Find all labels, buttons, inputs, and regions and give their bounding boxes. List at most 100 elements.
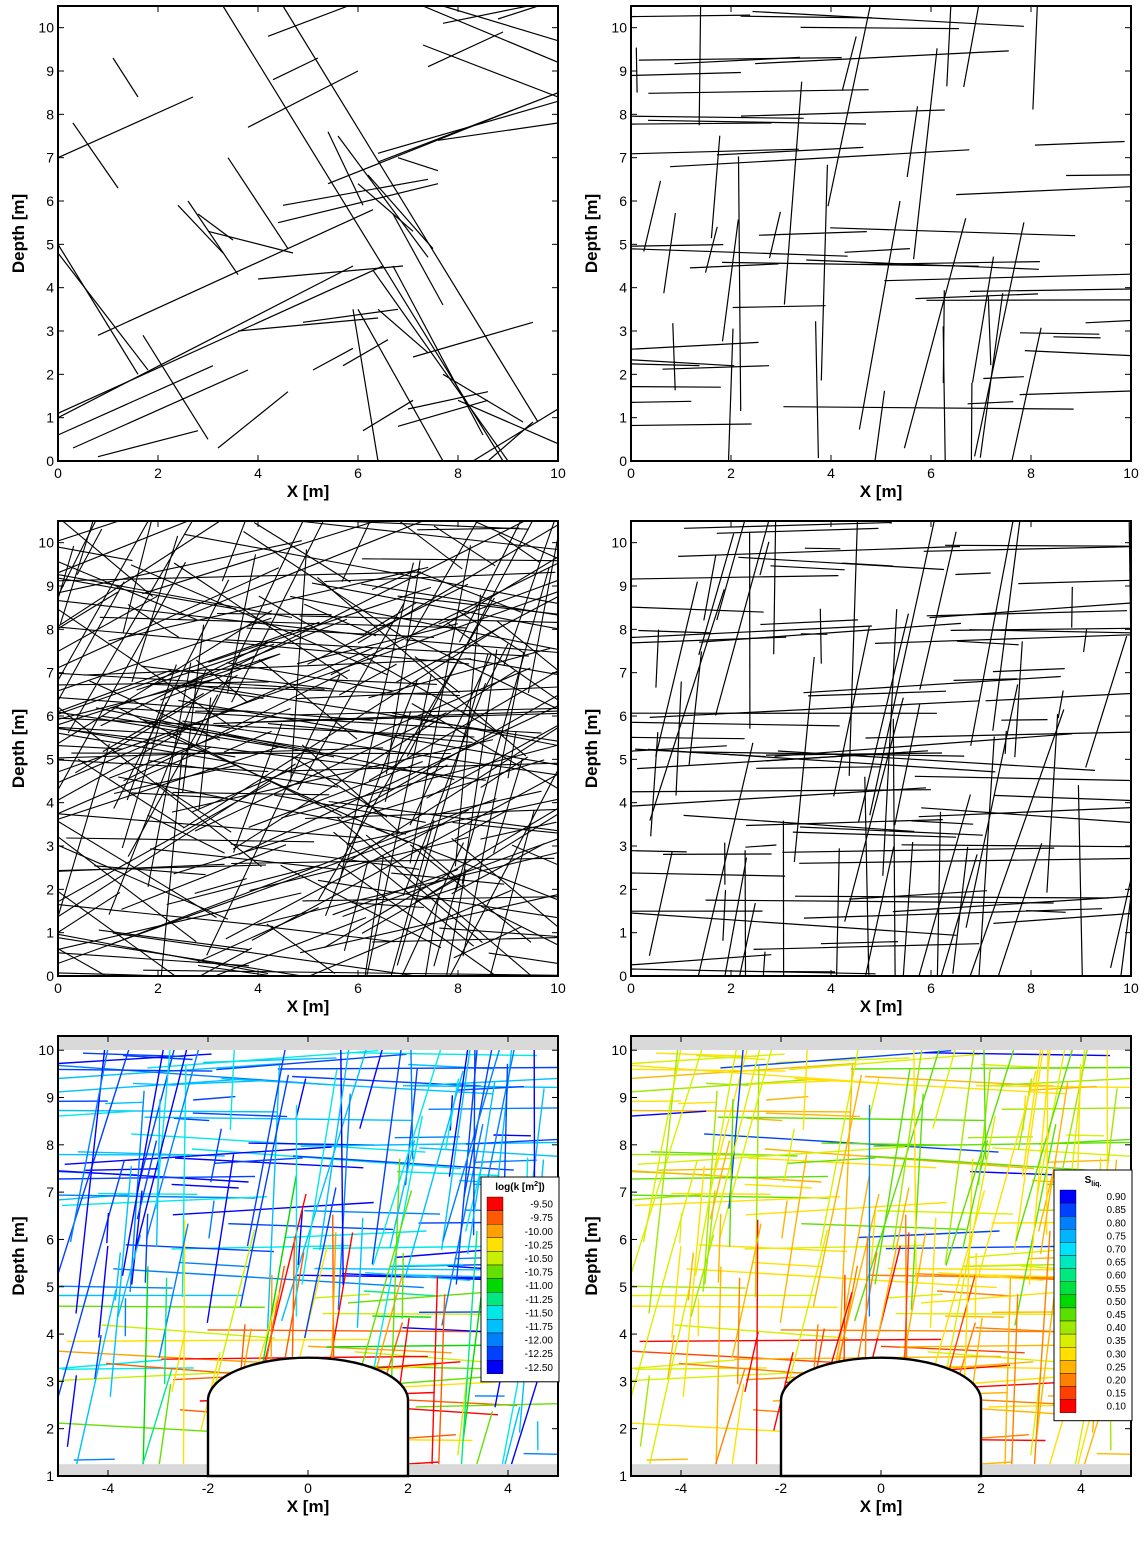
fracture-segment <box>58 1286 173 1288</box>
y-tick-label: 9 <box>619 1090 627 1106</box>
legend-swatch <box>1060 1242 1076 1255</box>
fracture-segment <box>875 635 1131 644</box>
fracture-segment <box>216 1230 255 1383</box>
fracture-segment <box>803 1048 807 1130</box>
y-tick-label: 1 <box>619 925 627 941</box>
fracture-segment <box>795 896 1109 898</box>
fracture-segment <box>98 1194 197 1195</box>
x-tick-label: 2 <box>404 1480 412 1496</box>
fracture-segment <box>434 791 542 815</box>
fracture-segment <box>907 106 917 177</box>
fracture-segment <box>955 573 990 575</box>
fracture-segment <box>808 691 946 696</box>
fracture-segment <box>915 294 1038 299</box>
x-axis-label: X [m] <box>287 1497 330 1516</box>
fracture-segment <box>405 1462 439 1464</box>
legend-level-label: -12.25 <box>525 1349 554 1360</box>
legend-level-label: 0.25 <box>1107 1362 1127 1373</box>
fracture-segment <box>699 6 700 125</box>
fracture-network <box>631 521 1131 976</box>
fracture-segment <box>58 953 249 966</box>
fracture-segment <box>884 274 1131 281</box>
fracture-segment <box>837 848 840 976</box>
fracture-segment <box>710 1048 761 1246</box>
fracture-segment <box>983 1078 1131 1086</box>
x-tick-label: 8 <box>454 465 462 481</box>
fracture-segment <box>766 1097 808 1100</box>
fracture-segment <box>716 1267 721 1465</box>
fracture-segment <box>429 1108 558 1109</box>
fracture-segment <box>631 1286 746 1288</box>
fracture-segment <box>733 306 826 308</box>
fracture-segment <box>857 1231 999 1238</box>
y-tick-label: 0 <box>46 453 54 469</box>
fracture-segment <box>458 400 558 443</box>
fracture-segment <box>821 1048 859 1246</box>
fracture-segment <box>640 1375 649 1447</box>
legend-swatch <box>1060 1203 1076 1216</box>
fracture-segment <box>673 323 675 390</box>
fracture-segment <box>58 366 213 435</box>
y-tick-label: 3 <box>619 838 627 854</box>
fracture-segment <box>636 48 637 93</box>
y-tick-label: 8 <box>46 1137 54 1153</box>
fracture-segment <box>639 58 842 61</box>
fracture-segment <box>684 523 892 529</box>
legend-swatch <box>487 1265 503 1279</box>
fracture-segment <box>680 1213 682 1243</box>
fracture-segment <box>347 799 559 844</box>
fracture-segment <box>362 559 558 561</box>
fracture-segment <box>821 165 827 381</box>
fracture-segment <box>302 745 401 834</box>
fracture-segment <box>1033 6 1037 110</box>
fracture-segment <box>821 942 898 944</box>
fracture-segment <box>993 669 1065 672</box>
fracture-segment <box>771 566 845 570</box>
fracture-segment <box>410 654 492 826</box>
fracture-segment <box>1018 580 1131 583</box>
fracture-segment <box>994 795 1131 800</box>
fracture-segment <box>937 1291 1012 1296</box>
y-tick-label: 3 <box>46 1373 54 1389</box>
fracture-segment <box>351 1053 537 1056</box>
fracture-segment <box>716 521 769 716</box>
y-tick-label: 5 <box>46 236 54 252</box>
fracture-segment <box>410 1078 558 1086</box>
fracture-segment <box>875 1069 910 1284</box>
fracture-segment <box>915 776 1131 780</box>
fracture-segment <box>740 903 756 976</box>
fracture-segment <box>968 1137 1033 1138</box>
fracture-segment <box>443 374 523 422</box>
fracture-segment <box>828 6 870 206</box>
fracture-segment <box>395 1137 460 1138</box>
fracture-segment <box>1066 1135 1104 1136</box>
fracture-segment <box>193 1097 235 1100</box>
fracture-segment <box>1121 896 1131 976</box>
fracture-segment <box>631 873 785 876</box>
fracture-segment <box>631 969 876 974</box>
y-tick-label: 2 <box>619 881 627 897</box>
legend-level-label: 0.90 <box>1107 1192 1127 1203</box>
fracture-segment <box>1084 629 1087 652</box>
fracture-segment <box>178 205 223 253</box>
y-axis-label: Depth [m] <box>9 194 28 273</box>
fracture-segment <box>222 521 245 581</box>
x-tick-label: 0 <box>54 465 62 481</box>
y-tick-label: 4 <box>619 280 627 296</box>
legend-swatch <box>1060 1282 1076 1295</box>
y-tick-label: 4 <box>46 1326 54 1342</box>
y-tick-label: 4 <box>619 1326 627 1342</box>
legend-level-label: 0.15 <box>1107 1389 1127 1400</box>
fracture-segment <box>443 6 528 23</box>
y-tick-label: 2 <box>619 1421 627 1437</box>
fracture-segment <box>970 289 1131 291</box>
fracture-segment <box>816 321 819 458</box>
legend-swatch <box>1060 1347 1076 1360</box>
fracture-segment <box>866 846 894 976</box>
fracture-segment <box>648 90 868 94</box>
fracture-segment <box>813 1075 861 1307</box>
